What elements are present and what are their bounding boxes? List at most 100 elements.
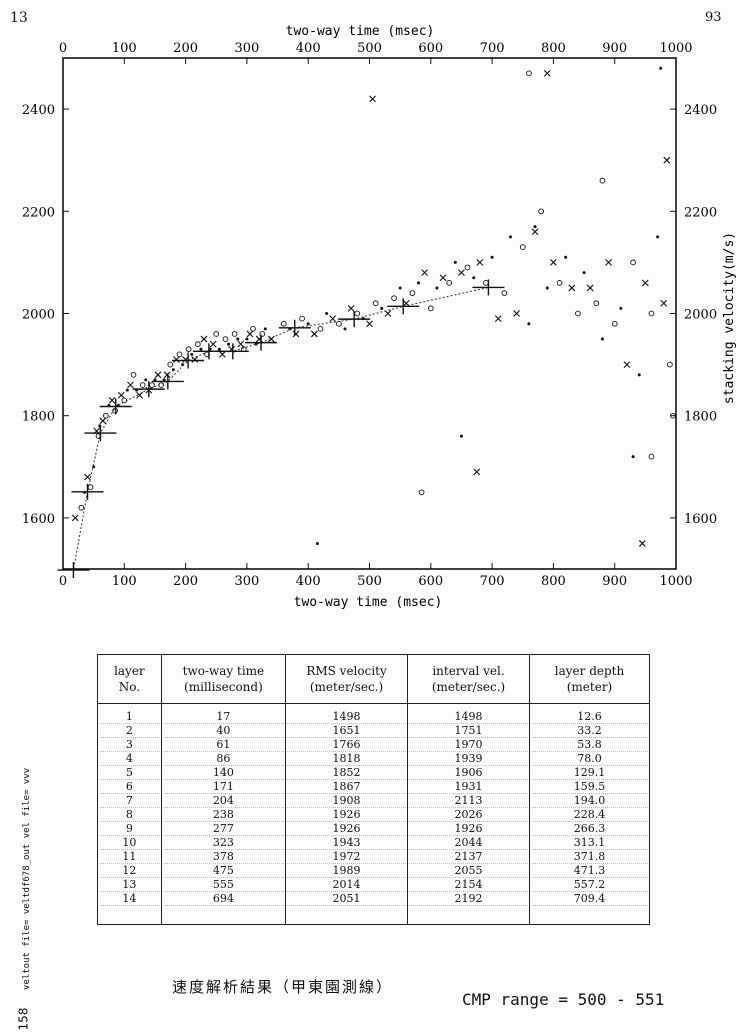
pick-cross [605, 259, 612, 266]
y-tick-label-right: 2200 [684, 205, 717, 220]
velocity-function-marker [472, 279, 505, 296]
page-number-left: 13 [10, 10, 28, 26]
pick-dot [236, 337, 240, 341]
two-way-time-cell: 40 [162, 724, 285, 738]
y-tick-label-right: 1600 [684, 512, 717, 527]
x-tick-label-bottom: 500 [357, 574, 382, 589]
pick-dot [162, 378, 166, 382]
pick-circle [556, 279, 563, 286]
velocity-function-marker [132, 381, 165, 398]
header-two-way-time: two-way time (millisecond) [160, 654, 287, 704]
layer-depth-cell: 228.4 [531, 808, 648, 822]
axis-ticks: 0 0 100 100 200 200 300 300 400 400 500 500 600 600 70… [22, 41, 717, 589]
layer-depth-cell: 33.2 [531, 724, 648, 738]
x-tick-label-top: 700 [480, 41, 505, 56]
x-tick-label-top: 400 [296, 41, 321, 56]
header-layer-depth: layer depth (meter) [529, 654, 650, 704]
pick-cross [421, 269, 429, 277]
velocity-function-marker [99, 398, 132, 415]
pick-cross [310, 330, 318, 338]
two-way-time-cell: 204 [162, 794, 285, 808]
y-tick-label-right: 1800 [684, 410, 717, 425]
pick-cross [127, 381, 134, 389]
x-tick-label-top: 1000 [659, 41, 692, 56]
velocity-function [57, 279, 505, 579]
pick-dot [144, 378, 148, 382]
layer-no-cell: 9 [99, 822, 160, 836]
pick-cross [292, 330, 300, 338]
pick-cross [641, 279, 649, 287]
velocity-function-marker [172, 352, 205, 369]
interval-vel-cell: 2055 [409, 864, 528, 878]
pick-cross [384, 310, 392, 317]
layer-depth-cell: 53.8 [531, 738, 648, 752]
pick-dot [564, 255, 568, 259]
interval-vel-cell: 2044 [409, 836, 528, 850]
y-tick-label-left: 1800 [22, 410, 55, 425]
pick-dot [306, 322, 310, 326]
pick-circle [611, 320, 618, 327]
x-tick-label-top: 0 [59, 41, 67, 56]
pick-circle [464, 264, 471, 271]
layer-no-cell: 13 [99, 878, 160, 892]
pick-dot [315, 541, 319, 545]
pick-circle [575, 310, 581, 317]
layer-no-cell: 6 [99, 780, 160, 794]
interval-vel-cell: 1498 [409, 710, 528, 724]
velocity-picks [71, 66, 676, 547]
y-axis-title: stacking velocity(m/s) [722, 232, 737, 404]
velocity-function-line [63, 286, 489, 571]
rms-velocity-cell: 1926 [287, 822, 407, 836]
velocity-function-marker [216, 343, 249, 360]
pick-dot [254, 342, 258, 346]
layer-table: layer No. two-way time (millisecond) RMS v… [97, 654, 650, 925]
pick-circle [670, 412, 676, 419]
x-tick-label-top: 200 [173, 41, 198, 56]
pick-cross [494, 315, 502, 322]
interval-vel-cell: 1751 [409, 724, 528, 738]
pick-circle [409, 290, 416, 296]
pick-cross [531, 228, 539, 236]
x-tick-label-bottom: 1000 [659, 574, 692, 589]
y-tick-label-left: 1600 [22, 512, 55, 527]
two-way-time-cell: 171 [162, 780, 285, 794]
pick-cross [218, 350, 226, 358]
two-way-time-cell: 17 [162, 710, 285, 724]
pick-dot [125, 388, 129, 392]
x-axis-title-top: two-way time (msec) [286, 24, 435, 39]
pick-circle [336, 320, 342, 327]
velocity-function-marker [71, 483, 104, 500]
x-tick-label-bottom: 100 [112, 574, 137, 589]
x-tick-label-bottom: 900 [602, 574, 627, 589]
column-layer-no: 1 2 3 4 5 6 7 8 9 10 11 12 13 14 [97, 703, 162, 924]
pick-circle [427, 305, 434, 312]
rms-velocity-cell: 1852 [287, 766, 407, 780]
y-tick-label-right: 2400 [684, 103, 717, 118]
x-tick-label-bottom: 800 [541, 574, 566, 589]
x-tick-label-top: 600 [418, 41, 443, 56]
rms-velocity-cell: 1766 [287, 738, 407, 752]
pick-cross [369, 95, 376, 103]
pick-cross [84, 473, 91, 481]
rms-velocity-cell: 1651 [287, 724, 407, 738]
pick-circle [667, 361, 673, 368]
pick-circle [372, 300, 379, 307]
pick-cross [366, 320, 373, 328]
column-interval-vel: 1498 1751 1970 1939 1906 1931 2113 2026 1926 2044… [407, 703, 530, 924]
x-tick-label-bottom: 200 [173, 574, 198, 589]
interval-vel-cell: 1931 [409, 780, 528, 794]
pick-cross [173, 356, 180, 363]
pick-dot [490, 255, 494, 259]
page-number-right: 93 [705, 10, 722, 25]
pick-cross [209, 340, 217, 348]
velocity-function-marker [151, 373, 184, 390]
pick-cross [246, 330, 254, 338]
pick-circle [130, 371, 137, 378]
pick-dot [631, 455, 635, 459]
two-way-time-cell: 475 [162, 864, 285, 878]
pick-dot [343, 327, 347, 331]
pick-dot [527, 322, 531, 326]
two-way-time-cell: 378 [162, 850, 285, 864]
layer-depth-cell: 12.6 [531, 710, 648, 724]
rms-velocity-cell: 1818 [287, 752, 407, 766]
